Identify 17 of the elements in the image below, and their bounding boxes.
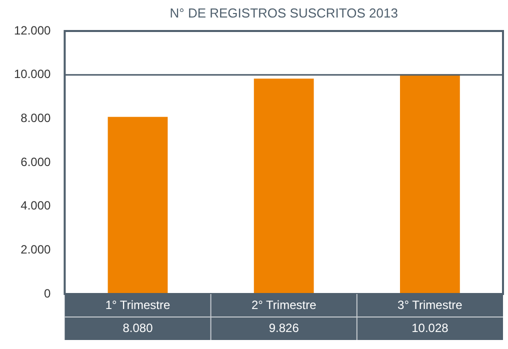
bar [108, 116, 168, 294]
data-label: 10.028 [412, 320, 449, 335]
y-tick-label: 8.000 [20, 110, 52, 125]
x-tick-label: 1° Trimestre [105, 298, 170, 312]
data-label: 9.826 [268, 320, 300, 335]
y-tick-label: 6.000 [20, 154, 52, 169]
data-label: 8.080 [122, 320, 154, 335]
bar [400, 74, 460, 294]
y-tick-label: 12.000 [14, 23, 52, 38]
y-tick-label: 0 [44, 286, 52, 300]
y-tick-label: 10.000 [14, 67, 52, 82]
x-tick-label: 3° Trimestre [398, 298, 463, 312]
y-tick-label: 2.000 [20, 242, 52, 256]
bar [254, 78, 314, 294]
x-tick-label: 2° Trimestre [251, 298, 317, 312]
chart-title: N° DE REGISTROS SUSCRITOS 2013 [170, 6, 398, 21]
y-tick-label: 4.000 [20, 198, 52, 213]
